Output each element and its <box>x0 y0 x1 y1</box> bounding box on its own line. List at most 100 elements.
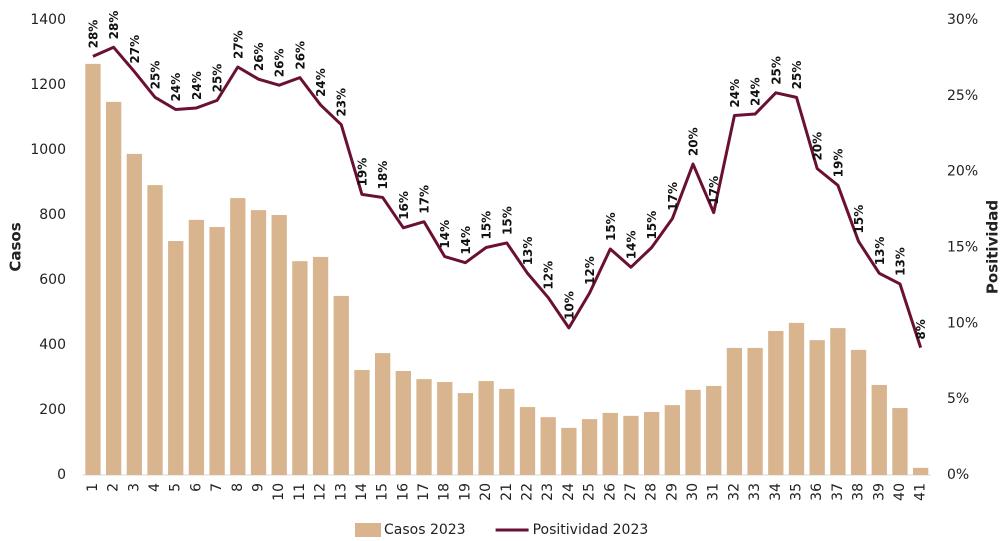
x-tick-label: 32 <box>726 483 742 501</box>
bar <box>250 210 267 475</box>
x-tick-label: 3 <box>126 483 142 492</box>
x-tick-label: 25 <box>582 483 598 501</box>
bar <box>126 153 142 475</box>
x-tick-label: 12 <box>313 483 329 501</box>
legend-label: Casos 2023 <box>384 522 466 538</box>
x-tick-label: 16 <box>395 483 411 501</box>
y2-tick-label: 20% <box>947 164 978 180</box>
bar <box>437 382 453 475</box>
data-label: 17% <box>418 185 432 214</box>
data-label: 23% <box>335 88 349 117</box>
x-tick-label: 1 <box>85 483 101 492</box>
bar <box>706 385 722 475</box>
data-label: 28% <box>107 11 121 40</box>
bar <box>85 63 101 475</box>
x-tick-label: 6 <box>188 483 204 492</box>
bar <box>850 349 867 475</box>
data-label: 13% <box>893 247 907 276</box>
bar <box>768 331 784 475</box>
x-tick-label: 7 <box>209 483 225 492</box>
x-tick-label: 37 <box>830 483 846 501</box>
data-label: 14% <box>624 230 638 259</box>
bar <box>354 370 370 475</box>
x-tick-label: 35 <box>788 483 804 501</box>
legend-label: Positividad 2023 <box>533 522 649 538</box>
bar <box>168 241 184 475</box>
bar <box>271 215 287 475</box>
x-tick-label: 5 <box>168 483 184 492</box>
y2-tick-label: 10% <box>947 315 978 331</box>
data-label: 15% <box>645 211 659 240</box>
data-label: 14% <box>438 220 452 249</box>
y-tick-label: 800 <box>39 207 66 223</box>
bar <box>292 261 308 475</box>
y-tick-label: 1400 <box>30 12 66 28</box>
x-tick-label: 24 <box>561 483 577 501</box>
y-tick-label: 1000 <box>30 142 66 158</box>
bar <box>809 340 825 475</box>
bar <box>664 405 680 475</box>
data-label: 12% <box>583 256 597 285</box>
data-label: 10% <box>562 291 576 320</box>
x-tick-label: 34 <box>768 483 784 501</box>
data-label: 8% <box>914 319 928 339</box>
bar <box>312 256 329 475</box>
y-tick-label: 1200 <box>30 77 66 93</box>
data-label: 15% <box>480 211 494 240</box>
bar <box>561 427 577 475</box>
x-tick-label: 41 <box>913 483 929 501</box>
bar <box>726 347 743 475</box>
x-tick-label: 36 <box>809 483 825 501</box>
data-label: 17% <box>666 182 680 211</box>
bar <box>602 412 618 475</box>
bar <box>478 381 494 475</box>
data-label: 16% <box>397 191 411 220</box>
data-label: 25% <box>769 56 783 85</box>
bar <box>788 322 805 475</box>
data-label: 24% <box>314 68 328 97</box>
x-tick-label: 18 <box>437 483 453 501</box>
y-tick-label: 0 <box>57 467 66 483</box>
y2-tick-label: 30% <box>947 12 978 28</box>
data-label: 12% <box>542 261 556 290</box>
data-label: 25% <box>149 61 163 90</box>
data-label: 20% <box>687 127 701 156</box>
bar <box>499 388 515 475</box>
line <box>92 45 923 349</box>
bar <box>457 393 474 475</box>
x-tick-label: 27 <box>623 483 639 501</box>
x-tick-label: 15 <box>375 483 391 501</box>
data-label: 15% <box>604 212 618 241</box>
x-tick-label: 4 <box>147 483 163 492</box>
x-tick-label: 14 <box>354 483 370 501</box>
data-label: 28% <box>86 20 100 49</box>
bar <box>643 411 660 475</box>
data-label: 24% <box>749 77 763 106</box>
bar <box>209 227 225 475</box>
data-label: 17% <box>707 176 721 205</box>
data-label: 27% <box>231 30 245 59</box>
data-label: 15% <box>852 205 866 234</box>
y2-tick-label: 0% <box>947 467 969 483</box>
bar <box>188 219 205 475</box>
data-label: 15% <box>500 206 514 235</box>
bar <box>416 379 432 475</box>
bar <box>685 389 701 475</box>
y-tick-label: 400 <box>39 337 66 353</box>
x-tick-label: 39 <box>871 483 887 501</box>
data-label: 14% <box>459 226 473 255</box>
data-label: 13% <box>873 237 887 266</box>
x-tick-label: 30 <box>685 483 701 501</box>
x-tick-label: 29 <box>664 483 680 501</box>
x-tick-label: 9 <box>250 483 266 492</box>
bar <box>147 185 163 475</box>
x-tick-label: 38 <box>851 483 867 501</box>
bar <box>830 328 846 475</box>
legend-swatch <box>355 523 381 537</box>
y2-axis-title: Positividad <box>984 200 1002 294</box>
x-tick-label: 8 <box>230 483 246 492</box>
bar <box>519 407 536 475</box>
data-label: 26% <box>273 48 287 77</box>
x-tick-label: 2 <box>106 483 122 492</box>
